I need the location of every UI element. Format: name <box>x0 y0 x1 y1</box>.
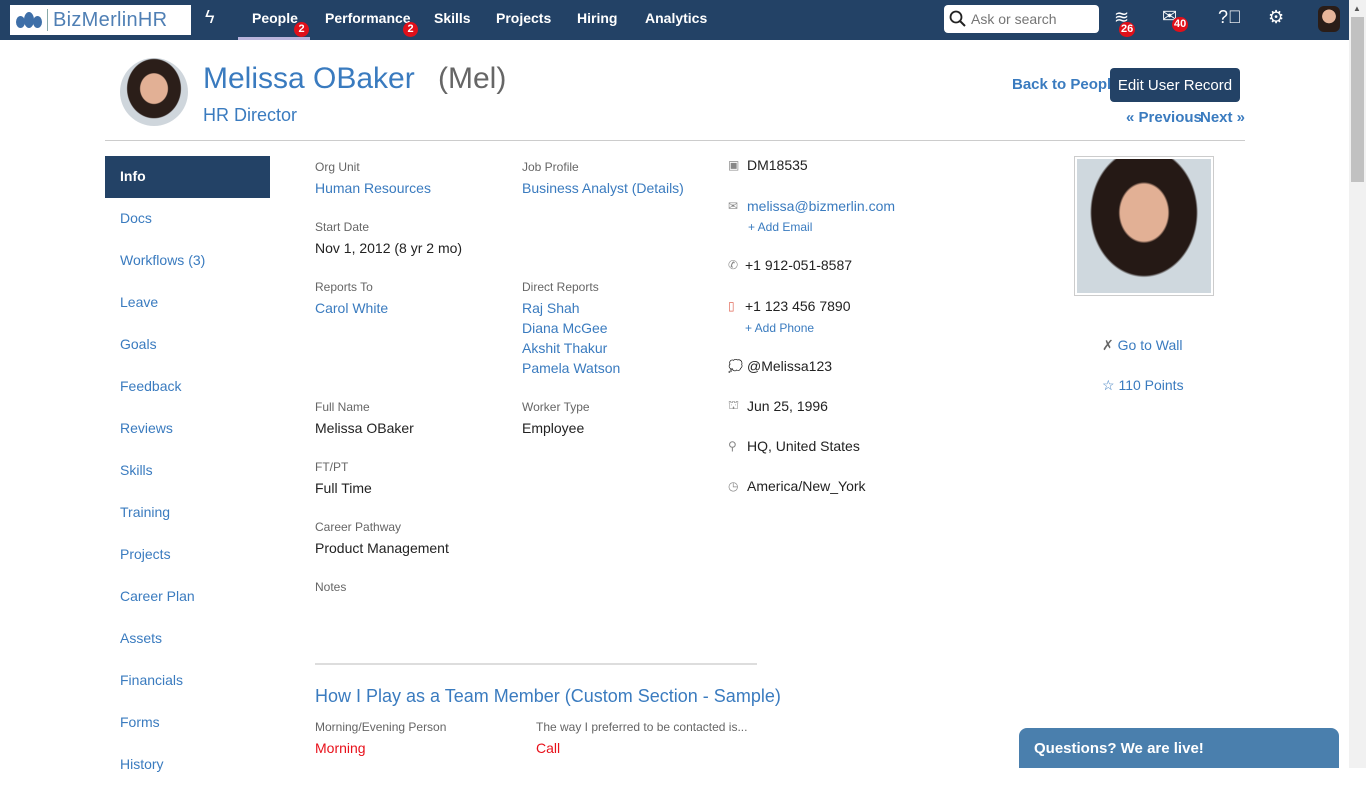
field-career-pathway: Career Pathway Product Management <box>315 520 449 556</box>
top-nav: BizMerlinHR ϟ People 2 Performance 2 Ski… <box>0 0 1349 40</box>
profile-title: HR Director <box>203 105 298 125</box>
reports-to-link[interactable]: Carol White <box>315 300 389 316</box>
search-input[interactable] <box>971 11 1091 27</box>
add-email-link[interactable]: + Add Email <box>748 220 813 234</box>
phone-icon: ✆ <box>728 258 739 272</box>
mail-badge: 40 <box>1172 17 1189 32</box>
field-morning-evening: Morning/Evening Person Morning <box>315 720 447 756</box>
sidebar-item-assets[interactable]: Assets <box>120 630 163 646</box>
employee-id: ▣ DM18535 <box>728 157 808 173</box>
nav-performance[interactable]: Performance <box>325 10 411 26</box>
field-direct-reports: Direct Reports Raj Shah Diana McGee Aksh… <box>522 280 621 376</box>
sidebar-item-skills[interactable]: Skills <box>120 462 153 478</box>
timezone: ◷ America/New_York <box>728 478 866 494</box>
search-icon <box>949 10 966 27</box>
previous-link[interactable]: « Previous <box>1126 109 1202 126</box>
divider <box>105 140 1245 141</box>
field-worker-type: Worker Type Employee <box>522 400 590 436</box>
add-phone-link[interactable]: + Add Phone <box>745 321 815 335</box>
sidebar-item-goals[interactable]: Goals <box>120 336 157 352</box>
chat-handle: 💭 @Melissa123 <box>728 358 833 374</box>
nav-people[interactable]: People <box>238 0 310 40</box>
wall-icon: ✗ <box>1102 337 1114 353</box>
nav-projects[interactable]: Projects <box>496 10 552 26</box>
cake-icon: ⛫ <box>728 398 740 412</box>
envelope-icon: ✉ <box>728 199 739 213</box>
next-link[interactable]: Next » <box>1200 109 1246 126</box>
logo-text: BizMerlinHR <box>53 8 168 31</box>
email: ✉ melissa@bizmerlin.com <box>728 198 895 214</box>
back-to-people-link[interactable]: Back to People <box>1012 76 1120 93</box>
nav-analytics[interactable]: Analytics <box>645 10 708 26</box>
lightning-icon[interactable]: ϟ <box>205 7 215 27</box>
map-pin-icon: ⚲ <box>728 439 737 453</box>
direct-report-link[interactable]: Pamela Watson <box>522 360 621 376</box>
sidebar-item-docs[interactable]: Docs <box>120 210 152 226</box>
field-contact-preference: The way I preferred to be contacted is..… <box>536 720 748 756</box>
field-ftpt: FT/PT Full Time <box>315 460 372 496</box>
custom-section-title: How I Play as a Team Member (Custom Sect… <box>315 686 781 706</box>
field-full-name: Full Name Melissa OBaker <box>315 400 414 436</box>
mobile-icon: ▯ <box>728 299 735 313</box>
sidebar-item-forms[interactable]: Forms <box>120 714 160 730</box>
sidebar-item-leave[interactable]: Leave <box>120 294 159 310</box>
sidebar-item-workflows[interactable]: Workflows (3) <box>120 252 206 268</box>
scrollbar[interactable]: ▲ <box>1349 0 1366 768</box>
edit-user-record-button[interactable]: Edit User Record <box>1110 68 1240 102</box>
org-unit-link[interactable]: Human Resources <box>315 180 431 196</box>
clock-icon: ◷ <box>728 479 739 493</box>
field-notes: Notes <box>315 580 347 594</box>
sidebar-item-financials[interactable]: Financials <box>120 672 184 688</box>
mobile: ▯ +1 123 456 7890 <box>728 298 851 314</box>
help-icon[interactable]: ?⃝ <box>1218 7 1242 27</box>
job-profile-link[interactable]: Business Analyst (Details) <box>522 180 684 196</box>
location: ⚲ HQ, United States <box>728 438 860 454</box>
layers-badge: 26 <box>1119 22 1136 37</box>
field-start-date: Start Date Nov 1, 2012 (8 yr 2 mo) <box>315 220 463 256</box>
sidebar-item-reviews[interactable]: Reviews <box>120 420 173 436</box>
birthday: ⛫ Jun 25, 1996 <box>728 398 828 414</box>
logo[interactable]: BizMerlinHR <box>10 5 191 35</box>
sidebar-item-projects[interactable]: Projects <box>120 546 171 562</box>
search-box[interactable] <box>944 5 1099 33</box>
nav-hiring[interactable]: Hiring <box>577 10 618 26</box>
sidebar-item-info[interactable]: Info <box>105 156 270 198</box>
direct-report-link[interactable]: Diana McGee <box>522 320 608 336</box>
sidebar-item-training[interactable]: Training <box>120 504 171 520</box>
field-reports-to: Reports To Carol White <box>315 280 389 316</box>
phone: ✆ +1 912-051-8587 <box>728 257 853 273</box>
user-avatar[interactable] <box>1318 6 1340 32</box>
sidebar: Info Docs Workflows (3) Leave Goals Feed… <box>105 156 270 786</box>
gear-icon[interactable]: ⚙ <box>1268 7 1285 27</box>
people-badge: 2 <box>294 22 309 37</box>
performance-badge: 2 <box>403 22 418 37</box>
star-icon: ☆ <box>1102 377 1115 393</box>
nav-skills[interactable]: Skills <box>434 10 471 26</box>
chat-bubble-icon: 💭 <box>728 359 743 373</box>
field-org-unit: Org Unit Human Resources <box>315 160 431 196</box>
field-job-profile: Job Profile Business Analyst (Details) <box>522 160 684 196</box>
profile-photo <box>1074 156 1214 296</box>
sidebar-item-feedback[interactable]: Feedback <box>120 378 182 394</box>
id-card-icon: ▣ <box>728 158 740 172</box>
live-chat-button[interactable]: Questions? We are live! <box>1019 728 1339 768</box>
direct-report-link[interactable]: Raj Shah <box>522 300 580 316</box>
profile-avatar <box>120 58 188 126</box>
points-link[interactable]: ☆ 110 Points <box>1102 377 1184 393</box>
go-to-wall-link[interactable]: ✗ Go to Wall <box>1102 337 1183 353</box>
profile-name: Melissa OBaker <box>203 62 415 95</box>
people-logo-icon <box>16 10 42 30</box>
section-divider <box>315 663 757 665</box>
sidebar-item-history[interactable]: History <box>120 756 164 772</box>
profile-nickname: (Mel) <box>438 62 507 95</box>
email-link[interactable]: melissa@bizmerlin.com <box>747 198 896 214</box>
direct-report-link[interactable]: Akshit Thakur <box>522 340 608 356</box>
sidebar-item-career-plan[interactable]: Career Plan <box>120 588 195 604</box>
